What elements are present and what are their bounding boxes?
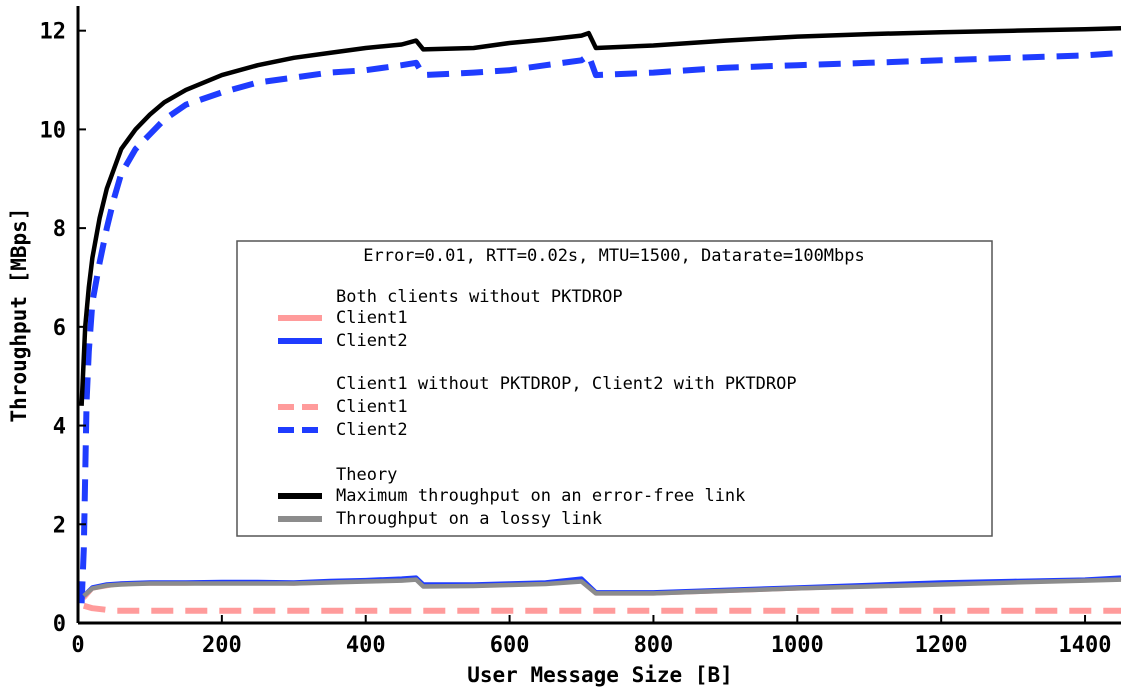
y-tick-label: 0 [53, 612, 66, 637]
legend-entry-label: Client1 [336, 397, 408, 417]
y-tick-label: 10 [40, 118, 67, 143]
legend-entry-label: Throughput on a lossy link [336, 509, 602, 529]
axis-ticks: 0 200 400 600 800 1000 1200 1400 0 2 4 6 8 10 12 [40, 20, 1112, 658]
legend-group-heading: Theory [336, 465, 397, 485]
legend-entry-label: Maximum throughput on an error-free link [336, 486, 745, 506]
y-tick-label: 6 [53, 316, 66, 341]
series-line-6-throughput-on-a-lossy-link [82, 577, 1122, 598]
x-tick-label: 1000 [771, 633, 824, 658]
y-tick-label: 12 [40, 20, 67, 45]
legend-entry-label: Client1 [336, 308, 408, 328]
legend-group-heading: Client1 without PKTDROP, Client2 with PK… [336, 374, 797, 394]
x-tick-label: 200 [202, 633, 242, 658]
legend-title: Error=0.01, RTT=0.02s, MTU=1500, Datarat… [363, 246, 865, 266]
series-line-4-client2-dashed [78, 49, 1122, 604]
series-line-5-maximum-throughput-on-an-error-free-link [79, 25, 1122, 406]
series-line-3-client1-dashed [82, 602, 1121, 614]
y-tick-label: 4 [53, 415, 66, 440]
legend-group-heading: Both clients without PKTDROP [336, 287, 623, 307]
legend-box [236, 240, 993, 537]
x-tick-label: 600 [490, 633, 530, 658]
x-tick-label: 400 [346, 633, 386, 658]
y-tick-label: 2 [53, 513, 66, 538]
series-lines [78, 25, 1122, 614]
x-tick-label: 800 [634, 633, 674, 658]
x-tick-label: 0 [71, 633, 84, 658]
legend: Error=0.01, RTT=0.02s, MTU=1500, Datarat… [236, 240, 993, 537]
y-axis-title: Throughput [MBps] [7, 208, 31, 423]
y-tick-label: 8 [53, 217, 66, 242]
x-axis-title: User Message Size [B] [467, 663, 733, 687]
legend-entry-label: Client2 [336, 420, 408, 440]
x-tick-label: 1400 [1059, 633, 1112, 658]
legend-entry-label: Client2 [336, 331, 408, 351]
x-tick-label: 1200 [915, 633, 968, 658]
